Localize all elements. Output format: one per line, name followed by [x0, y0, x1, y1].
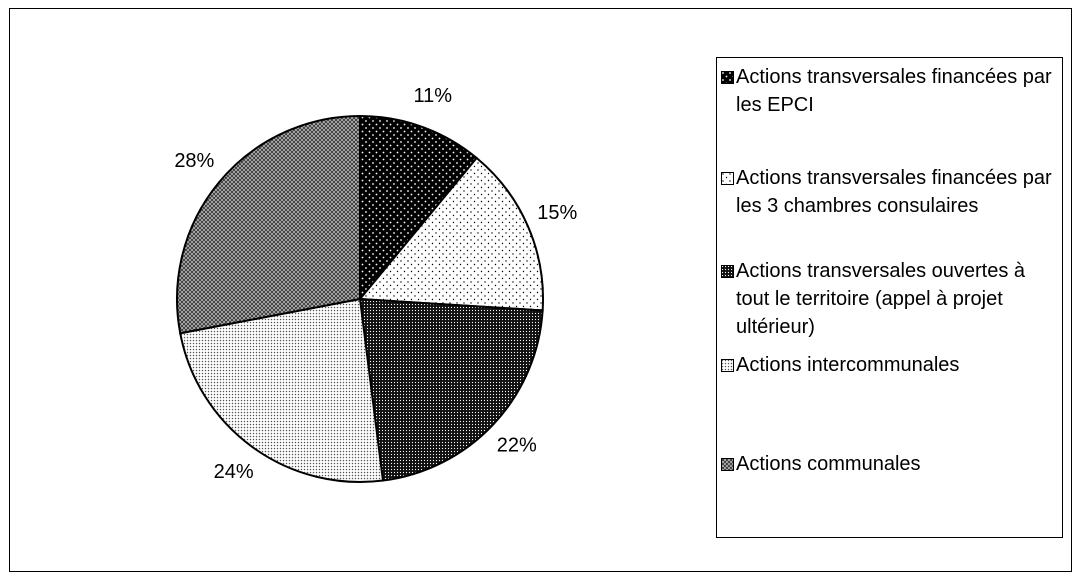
legend-marker	[721, 265, 734, 278]
data-label: 24%	[214, 461, 254, 483]
legend-entry: Actions transversales financées par les …	[721, 164, 1059, 220]
legend-entry: Actions transversales ouvertes à tout le…	[721, 257, 1059, 341]
data-label: 22%	[497, 434, 537, 456]
legend-marker	[721, 71, 734, 84]
legend-swatch	[721, 71, 734, 84]
legend-entry: Actions communales	[721, 450, 1059, 478]
legend-swatch	[721, 359, 734, 372]
legend-entry: Actions intercommunales	[721, 351, 1059, 379]
legend-label: Actions intercommunales	[736, 354, 960, 376]
data-label: 28%	[174, 150, 214, 172]
legend-swatch	[721, 458, 734, 471]
pie-slice	[359, 114, 479, 302]
pie-slice	[358, 297, 544, 482]
legend-label: Actions transversales financées par les …	[736, 167, 1052, 217]
legend-label: Actions transversales financées par les …	[736, 66, 1052, 116]
legend-entry: Actions transversales financées par les …	[721, 63, 1059, 119]
pie-slice	[176, 114, 361, 335]
pie-slice	[357, 156, 544, 312]
legend-label: Actions communales	[736, 453, 921, 475]
data-label: 11%	[414, 85, 453, 107]
legend-marker	[721, 359, 734, 372]
data-label: 15%	[537, 202, 577, 224]
legend-marker	[721, 458, 734, 471]
legend-swatch	[721, 172, 734, 185]
legend-box	[716, 57, 1063, 538]
legend-label: Actions transversales ouvertes à tout le…	[736, 260, 1026, 338]
legend-swatch	[721, 265, 734, 278]
pie-slice	[179, 297, 385, 483]
chart-border	[9, 8, 1072, 572]
legend-marker	[721, 172, 734, 185]
